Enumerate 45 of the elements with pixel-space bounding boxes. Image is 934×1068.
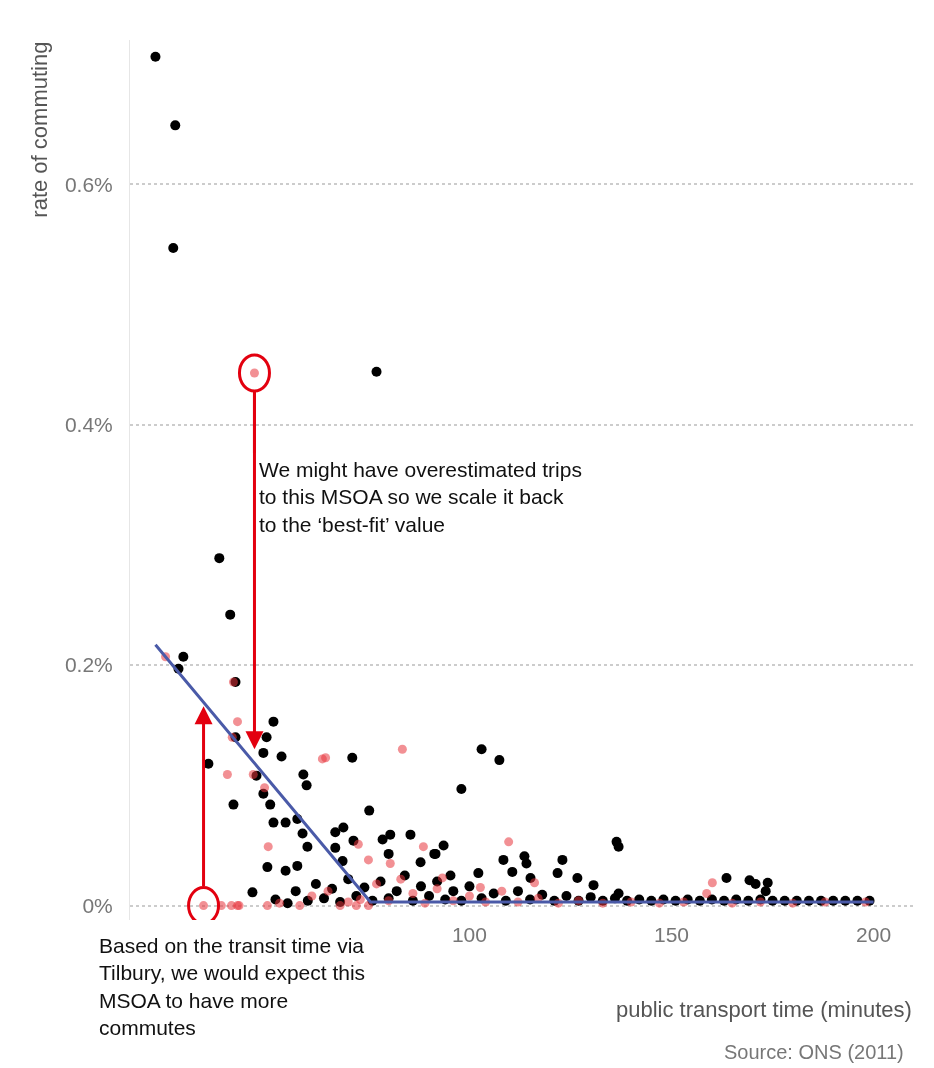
point [396, 874, 406, 884]
point [233, 717, 242, 727]
point [397, 744, 407, 754]
point [464, 891, 474, 901]
point [702, 889, 712, 899]
point [323, 886, 333, 896]
point [504, 837, 514, 847]
x-axis-title: public transport time (minutes) [616, 997, 912, 1022]
point [321, 753, 331, 763]
point [353, 839, 363, 849]
point [343, 897, 353, 907]
annotation: Based on the transit time via Tilbury, we would expect this MSOA to have more commutes [99, 934, 366, 1039]
point [307, 891, 317, 901]
point [363, 901, 373, 911]
point [335, 901, 345, 911]
y-axis-title: rate of commuting [26, 41, 52, 218]
point [351, 901, 361, 911]
point [260, 783, 270, 793]
y-tick-label: 0.2% [64, 653, 113, 677]
point [248, 770, 258, 780]
point [530, 878, 540, 888]
point [418, 842, 428, 852]
y-tick-label: 0% [82, 893, 113, 917]
y-tick-label: 0.4% [64, 413, 113, 437]
x-tick-label: 150 [654, 923, 690, 946]
point [707, 878, 717, 888]
source-note: Source: ONS (2011) [724, 1041, 904, 1063]
point [372, 879, 382, 889]
point [385, 859, 395, 868]
point [432, 884, 442, 894]
x-tick-label: 200 [856, 923, 892, 946]
point [262, 901, 272, 911]
point [408, 889, 418, 899]
x-tick-label: 100 [451, 923, 487, 946]
point [222, 770, 232, 780]
point [295, 901, 305, 911]
point [497, 886, 507, 896]
point [355, 895, 365, 905]
point [363, 855, 373, 865]
point [437, 873, 447, 883]
point [275, 898, 285, 908]
point [263, 842, 273, 852]
point [475, 883, 485, 893]
annotation: We might have overestimated trips to this MSOA so we scale it back to the ‘best-fit’ value [259, 458, 582, 536]
y-tick-label: 0.6% [64, 172, 113, 196]
